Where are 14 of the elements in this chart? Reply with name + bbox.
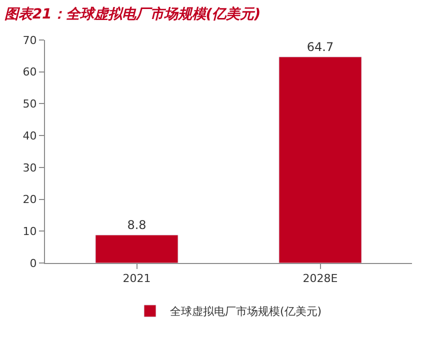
y-tick-label: 40 bbox=[22, 129, 37, 142]
chart-title: 图表21：全球虚拟电厂市场规模(亿美元) bbox=[4, 5, 261, 22]
y-tick-label: 20 bbox=[22, 193, 37, 206]
y-tick-label: 50 bbox=[22, 98, 37, 111]
x-tick-label: 2021 bbox=[122, 272, 151, 286]
legend-label: 全球虚拟电厂市场规模(亿美元) bbox=[170, 305, 322, 318]
data-label: 8.8 bbox=[127, 218, 146, 232]
x-tick-label: 2028E bbox=[302, 272, 338, 286]
y-tick-label: 70 bbox=[22, 34, 37, 47]
data-label: 64.7 bbox=[306, 40, 334, 54]
y-tick-label: 0 bbox=[30, 256, 37, 270]
y-tick-label: 30 bbox=[22, 161, 37, 174]
y-tick-label: 10 bbox=[22, 224, 37, 238]
y-tick-label: 60 bbox=[22, 66, 37, 79]
